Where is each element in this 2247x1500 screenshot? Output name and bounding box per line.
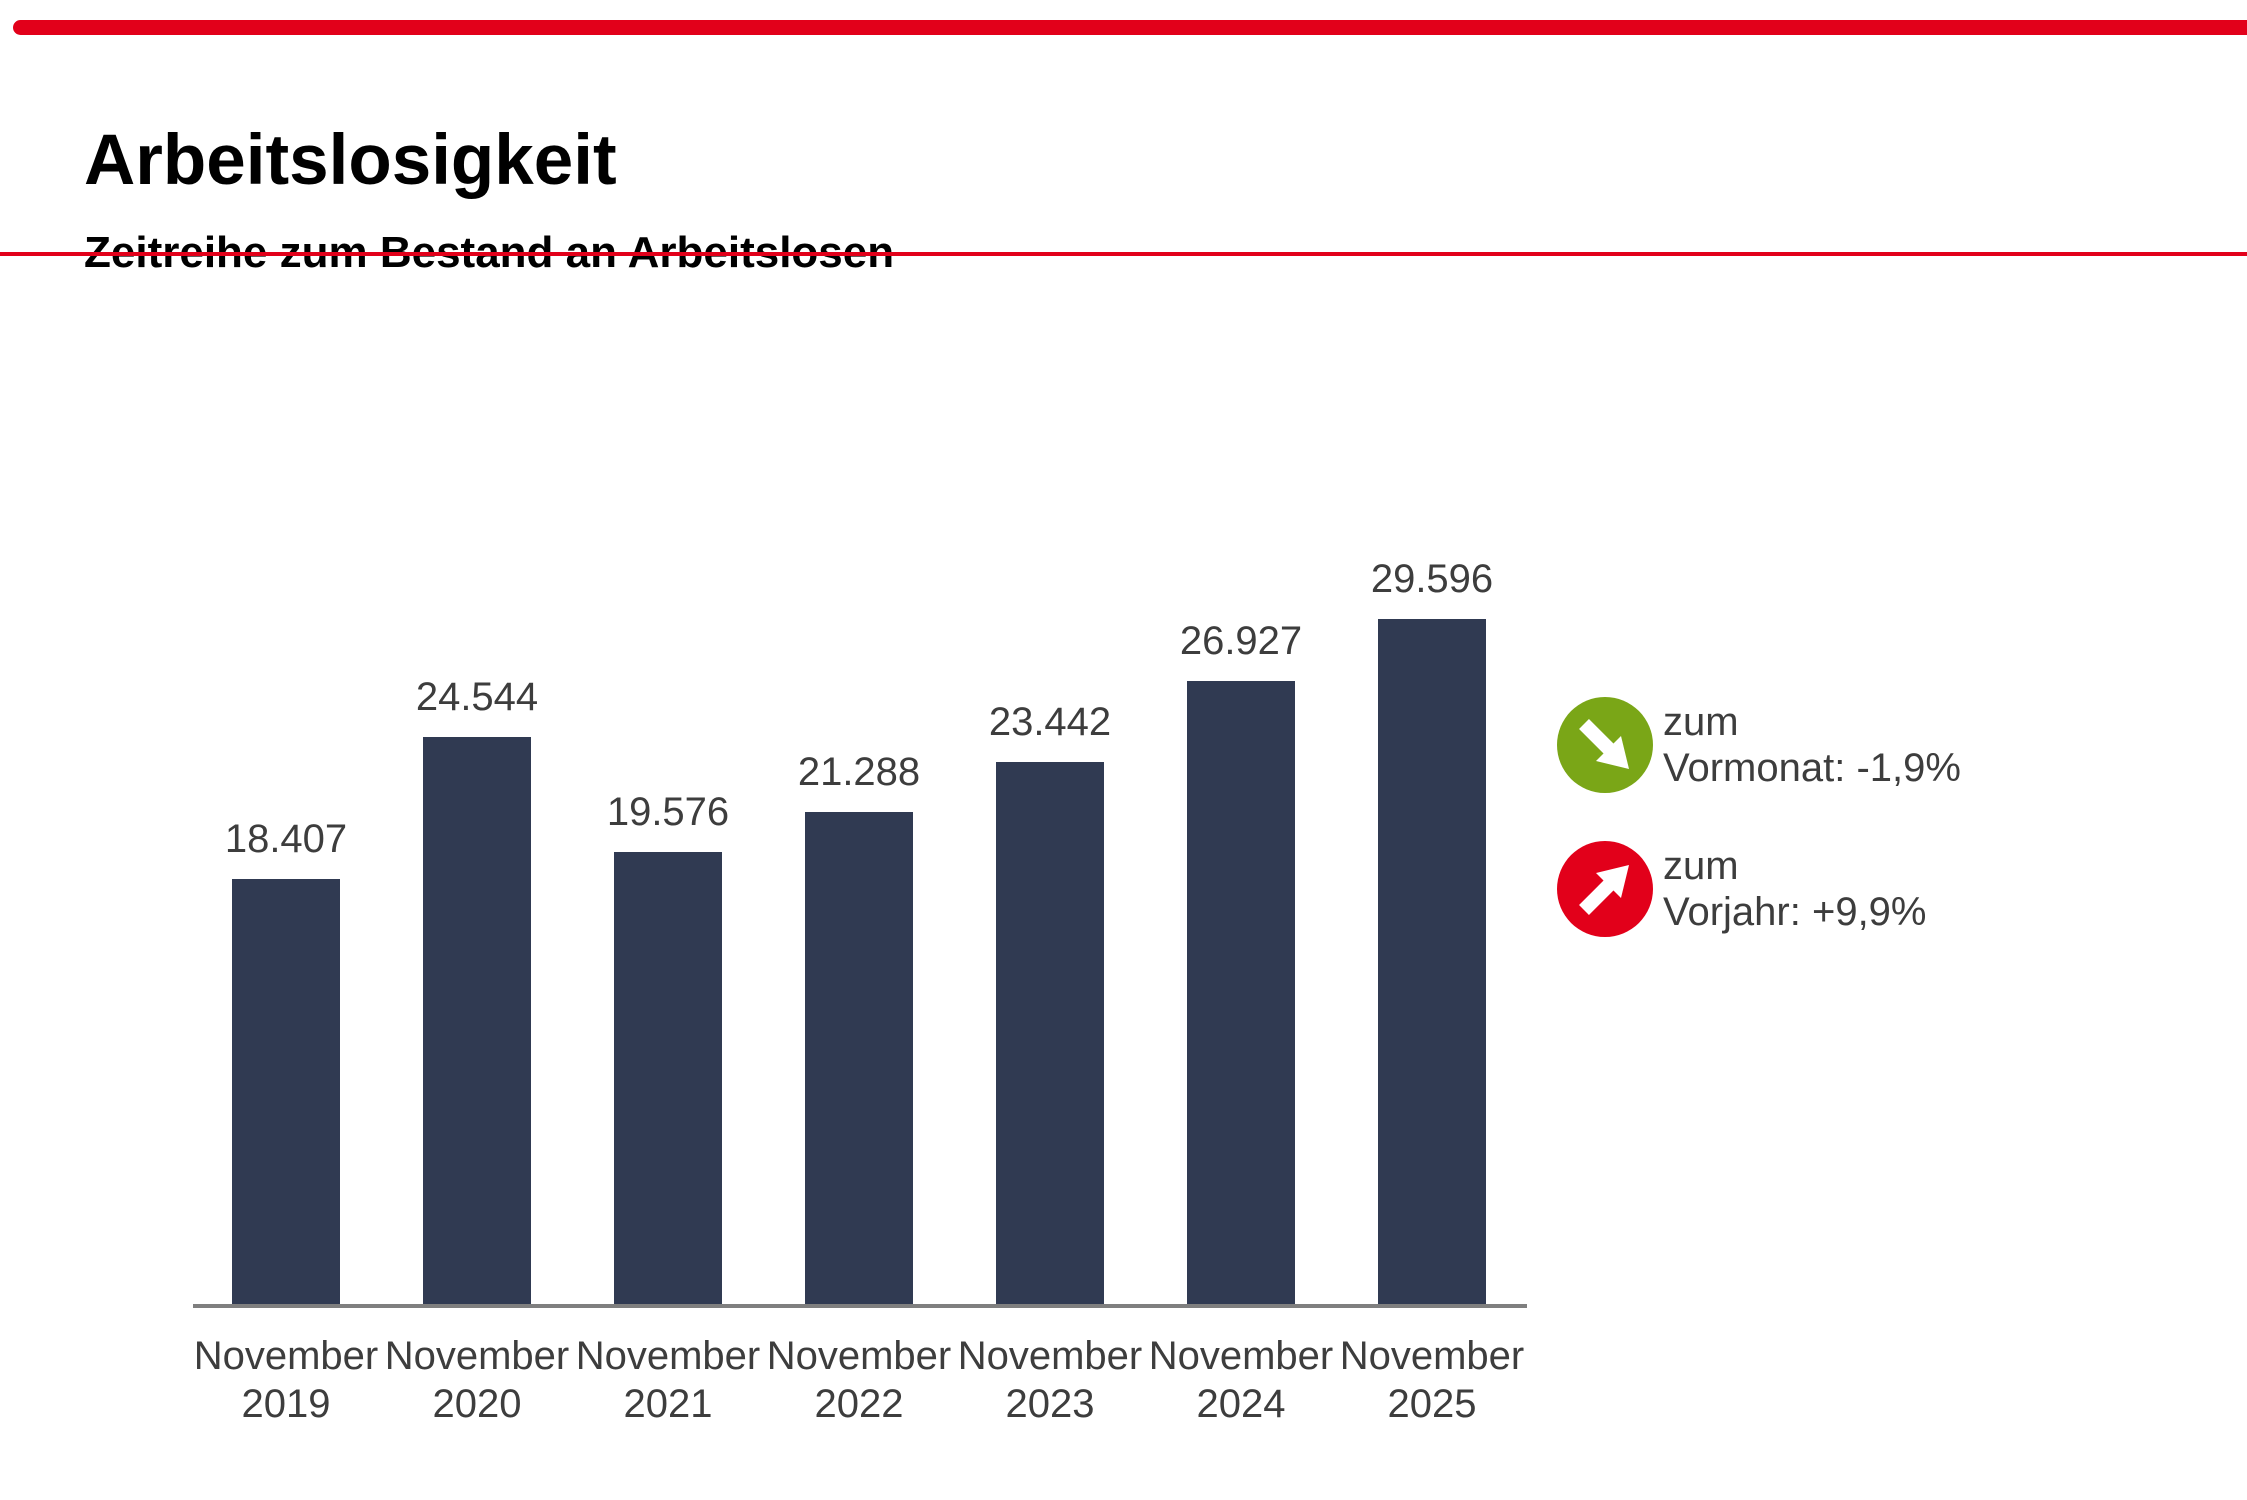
tick-month: November bbox=[1339, 1334, 1525, 1378]
bar-value-label: 29.596 bbox=[1370, 557, 1494, 601]
bar-value-label: 26.927 bbox=[1179, 619, 1303, 663]
tick-month: November bbox=[957, 1334, 1143, 1378]
tick-year: 2022 bbox=[814, 1382, 904, 1426]
x-axis-tick-label: November 2024 bbox=[1141, 1332, 1341, 1428]
x-axis-tick-label: November 2023 bbox=[950, 1332, 1150, 1428]
tick-year: 2023 bbox=[1005, 1382, 1095, 1426]
header-divider bbox=[0, 252, 2247, 256]
trend-label-line: Vorjahr: +9,9% bbox=[1663, 890, 1927, 934]
trend-label-vorjahr: zum Vorjahr: +9,9% bbox=[1663, 843, 1927, 935]
tick-year: 2021 bbox=[623, 1382, 713, 1426]
x-axis-tick-label: November 2021 bbox=[568, 1332, 768, 1428]
bar-value-label: 19.576 bbox=[606, 790, 730, 834]
trend-label-line: Vormonat: -1,9% bbox=[1663, 746, 1961, 790]
x-axis-tick-label: November 2025 bbox=[1332, 1332, 1532, 1428]
trend-badge-vorjahr bbox=[1557, 841, 1653, 937]
x-axis-tick-label: November 2022 bbox=[759, 1332, 959, 1428]
x-axis-tick-label: November 2020 bbox=[377, 1332, 577, 1428]
tick-year: 2025 bbox=[1387, 1382, 1477, 1426]
tick-month: November bbox=[575, 1334, 761, 1378]
trend-badge-vormonat bbox=[1557, 697, 1653, 793]
trend-label-line: zum bbox=[1663, 700, 1739, 744]
bar bbox=[805, 812, 913, 1304]
bar bbox=[996, 762, 1104, 1304]
bar bbox=[614, 852, 722, 1304]
tick-month: November bbox=[766, 1334, 952, 1378]
x-axis-tick-label: November 2019 bbox=[186, 1332, 386, 1428]
tick-year: 2024 bbox=[1196, 1382, 1286, 1426]
bar bbox=[1378, 619, 1486, 1304]
tick-month: November bbox=[193, 1334, 379, 1378]
bar bbox=[1187, 681, 1295, 1304]
tick-year: 2019 bbox=[241, 1382, 331, 1426]
arrow-down-right-icon bbox=[1579, 719, 1629, 769]
bar bbox=[423, 737, 531, 1304]
arrow-up-right-icon bbox=[1579, 865, 1629, 915]
tick-month: November bbox=[1148, 1334, 1334, 1378]
bar bbox=[232, 879, 340, 1304]
trend-label-vormonat: zum Vormonat: -1,9% bbox=[1663, 699, 1961, 791]
bar-value-label: 24.544 bbox=[415, 675, 539, 719]
x-axis-line bbox=[193, 1304, 1527, 1308]
trend-label-line: zum bbox=[1663, 844, 1739, 888]
top-accent-bar bbox=[13, 20, 2247, 35]
tick-year: 2020 bbox=[432, 1382, 522, 1426]
bar-value-label: 23.442 bbox=[988, 700, 1112, 744]
bar-value-label: 21.288 bbox=[797, 750, 921, 794]
page-title: Arbeitslosigkeit bbox=[84, 120, 617, 200]
bar-value-label: 18.407 bbox=[224, 817, 348, 861]
tick-month: November bbox=[384, 1334, 570, 1378]
